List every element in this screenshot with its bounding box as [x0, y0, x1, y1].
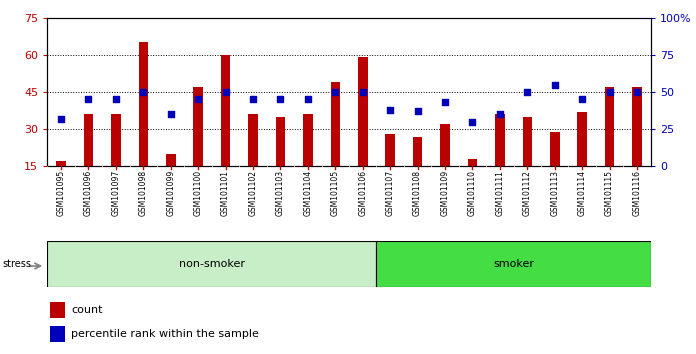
Text: non-smoker: non-smoker [179, 259, 245, 269]
Text: GSM101108: GSM101108 [413, 170, 422, 216]
Text: percentile rank within the sample: percentile rank within the sample [72, 329, 260, 339]
Text: GSM101112: GSM101112 [523, 170, 532, 216]
Bar [139, 42, 148, 166]
Bar [386, 134, 395, 166]
Point [330, 89, 341, 95]
Text: GSM101106: GSM101106 [358, 170, 367, 216]
Text: count: count [72, 305, 103, 315]
Point [83, 97, 94, 102]
Bar [50, 326, 65, 342]
Point [467, 119, 478, 125]
Bar [495, 114, 505, 166]
Point [165, 112, 176, 117]
Text: GSM101097: GSM101097 [111, 170, 120, 216]
Point [604, 89, 615, 95]
Text: GSM101107: GSM101107 [386, 170, 395, 216]
Bar [111, 114, 120, 166]
Text: GSM101099: GSM101099 [166, 170, 175, 216]
Text: GSM101110: GSM101110 [468, 170, 477, 216]
Bar [248, 114, 258, 166]
Text: GSM101100: GSM101100 [193, 170, 203, 216]
Bar [468, 159, 477, 166]
Point [138, 89, 149, 95]
Bar [47, 241, 377, 287]
Point [248, 97, 259, 102]
Text: GSM101115: GSM101115 [605, 170, 614, 216]
Bar [276, 117, 285, 166]
Point [385, 107, 396, 113]
Point [631, 89, 642, 95]
Bar [578, 112, 587, 166]
Text: GSM101111: GSM101111 [496, 170, 505, 216]
Bar [166, 154, 175, 166]
Bar [605, 87, 615, 166]
Point [494, 112, 505, 117]
Text: GSM101102: GSM101102 [248, 170, 258, 216]
Text: GSM101098: GSM101098 [139, 170, 148, 216]
Text: GSM101105: GSM101105 [331, 170, 340, 216]
Bar [303, 114, 313, 166]
Text: GSM101095: GSM101095 [56, 170, 65, 216]
Point [193, 97, 204, 102]
Bar [50, 302, 65, 318]
Point [275, 97, 286, 102]
Text: GSM101103: GSM101103 [276, 170, 285, 216]
Point [111, 97, 122, 102]
Point [549, 82, 560, 87]
Point [522, 89, 533, 95]
Text: GSM101101: GSM101101 [221, 170, 230, 216]
Text: GSM101113: GSM101113 [551, 170, 560, 216]
Text: stress: stress [2, 259, 31, 269]
Point [220, 89, 231, 95]
Point [302, 97, 313, 102]
Point [56, 116, 67, 122]
Text: GSM101114: GSM101114 [578, 170, 587, 216]
Bar [221, 55, 230, 166]
Text: GSM101096: GSM101096 [84, 170, 93, 216]
Point [439, 99, 450, 105]
Bar [550, 132, 560, 166]
Text: GSM101109: GSM101109 [441, 170, 450, 216]
Bar [632, 87, 642, 166]
Point [357, 89, 368, 95]
Bar [441, 124, 450, 166]
Text: GSM101104: GSM101104 [303, 170, 313, 216]
Bar [377, 241, 651, 287]
Bar [331, 82, 340, 166]
Bar [193, 87, 203, 166]
Text: GSM101116: GSM101116 [633, 170, 642, 216]
Point [576, 97, 587, 102]
Bar [358, 57, 367, 166]
Point [412, 109, 423, 114]
Text: smoker: smoker [493, 259, 534, 269]
Bar [84, 114, 93, 166]
Bar [413, 137, 422, 166]
Bar [523, 117, 532, 166]
Bar [56, 161, 66, 166]
